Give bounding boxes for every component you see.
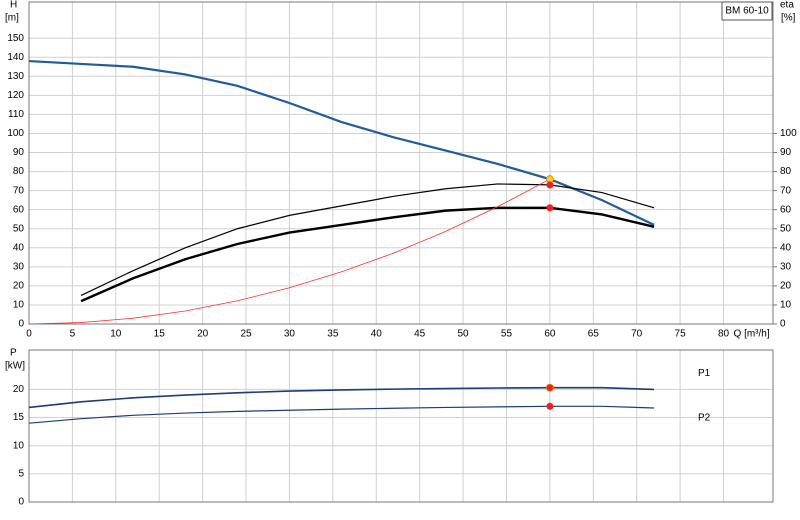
operating-point: [546, 181, 554, 189]
y2-axis-unit: [%]: [781, 13, 796, 24]
y-tick-label: 90: [13, 147, 25, 158]
x-axis-label: Q [m³/h]: [734, 329, 770, 340]
y2-axis-label: eta: [780, 0, 794, 11]
y2-tick-label: 100: [780, 128, 797, 139]
x-tick-label: 75: [675, 329, 687, 340]
series-label: P2: [698, 413, 711, 424]
x-tick-label: 5: [70, 329, 76, 340]
operating-point: [546, 204, 554, 212]
x-tick-label: 50: [458, 329, 470, 340]
x-tick-label: 65: [588, 329, 600, 340]
x-tick-label: 20: [197, 329, 209, 340]
x-tick-label: 30: [284, 329, 296, 340]
series-line: [28, 386, 655, 409]
plot-frame: [28, 1, 774, 325]
y-tick-label: 40: [13, 242, 25, 253]
y-tick-label: 20: [13, 281, 25, 292]
y2-tick-label: 0: [780, 319, 786, 330]
operating-point: [546, 402, 554, 410]
y2-tick-label: 30: [780, 261, 792, 272]
y2-tick-label: 60: [780, 204, 792, 215]
y-tick-label: 70: [13, 185, 25, 196]
y-axis-label: P: [10, 348, 17, 359]
y-tick-label: 150: [7, 33, 24, 44]
y-tick-label: 10: [13, 440, 25, 451]
y-tick-label: 100: [7, 128, 24, 139]
x-tick-label: 15: [154, 329, 166, 340]
y2-tick-label: 90: [780, 147, 792, 158]
x-tick-label: 35: [327, 329, 339, 340]
operating-point: [545, 383, 554, 392]
y-tick-label: 20: [13, 384, 25, 395]
series-line: [28, 59, 655, 226]
y2-tick-label: 70: [780, 185, 792, 196]
title-box: [721, 1, 773, 21]
y-tick-label: 110: [8, 109, 24, 120]
y-axis-unit: [kW]: [5, 361, 25, 372]
y-tick-label: 130: [7, 71, 24, 82]
x-tick-label: 10: [110, 329, 122, 340]
y2-tick-label: 20: [780, 281, 792, 292]
y-tick-label: 50: [13, 223, 25, 234]
y-tick-label: 140: [7, 52, 24, 63]
series-line: [28, 405, 655, 424]
plot-frame: [28, 349, 774, 503]
y-tick-label: 15: [13, 412, 25, 423]
x-tick-label: 55: [501, 329, 513, 340]
series-line: [28, 178, 551, 325]
y-axis-unit: [m]: [5, 13, 19, 24]
x-tick-label: 45: [414, 329, 426, 340]
x-tick-label: 80: [718, 329, 730, 340]
y-tick-label: 30: [13, 261, 25, 272]
y-axis-label: H: [10, 0, 17, 11]
y2-tick-label: 40: [780, 242, 792, 253]
y-tick-label: 120: [7, 90, 24, 101]
x-tick-label: 0: [26, 329, 32, 340]
y-tick-label: 0: [18, 319, 24, 330]
y2-tick-label: 10: [780, 300, 792, 311]
y2-tick-label: 50: [780, 223, 792, 234]
x-tick-label: 25: [240, 329, 252, 340]
y-tick-label: 10: [13, 300, 25, 311]
y-tick-label: 5: [18, 468, 24, 479]
series-label: P1: [698, 368, 711, 379]
series-line: [80, 206, 655, 303]
y-tick-label: 0: [18, 497, 24, 508]
chart-title: BM 60-10: [725, 6, 769, 17]
y-tick-label: 60: [13, 204, 25, 215]
y2-tick-label: 80: [780, 166, 792, 177]
series-line: [80, 183, 655, 296]
y-tick-label: 80: [13, 166, 25, 177]
x-tick-label: 40: [371, 329, 383, 340]
x-tick-label: 60: [544, 329, 556, 340]
x-tick-label: 70: [631, 329, 643, 340]
